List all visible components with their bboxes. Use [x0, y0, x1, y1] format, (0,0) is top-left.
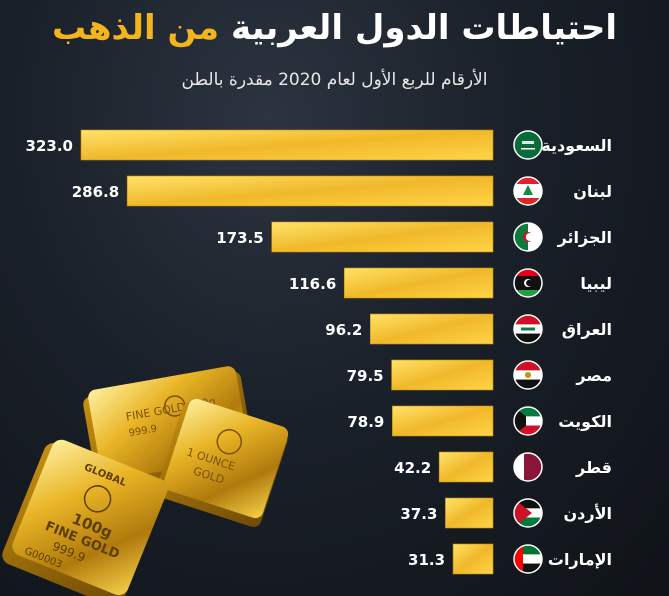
country-label: ليبيا — [580, 274, 612, 293]
bar — [271, 221, 494, 253]
bar — [391, 359, 494, 391]
value-label: 96.2 — [325, 321, 362, 339]
bar-row: 42.2 قطر — [394, 451, 612, 483]
chart-subtitle: الأرقام للربع الأول لعام 2020 مقدرة بالط… — [181, 70, 488, 90]
bar — [445, 497, 494, 529]
egypt-flag-icon — [513, 360, 543, 390]
lebanon-flag-icon — [513, 176, 543, 206]
country-label: الأردن — [564, 504, 612, 523]
qatar-flag-icon — [513, 452, 543, 482]
bar — [126, 175, 494, 207]
chart-title: احتياطات الدول العربية من الذهب — [0, 8, 669, 48]
bar-row: 96.2 العراق — [325, 313, 612, 345]
bar — [369, 313, 494, 345]
bar-row: 31.3 الإمارات — [408, 543, 612, 575]
country-label: الكويت — [558, 412, 612, 431]
iraq-flag-icon — [513, 314, 543, 344]
country-label: قطر — [575, 458, 612, 477]
bar — [343, 267, 494, 299]
bar-row: 116.6 ليبيا — [289, 267, 612, 299]
saudi-flag-icon — [513, 130, 543, 160]
country-label: الإمارات — [548, 550, 612, 569]
bar-row: 79.5 مصر — [347, 359, 612, 391]
country-label: لبنان — [573, 182, 612, 201]
bar — [438, 451, 494, 483]
gold-bar-back-left-text-3: 999.9 — [128, 424, 158, 440]
bar-row: 286.8 لبنان — [72, 175, 612, 207]
country-label: العراق — [562, 320, 612, 339]
value-label: 31.3 — [408, 551, 445, 569]
value-label: 42.2 — [394, 459, 431, 477]
jordan-flag-icon — [513, 498, 543, 528]
chart-title-part2: من الذهب — [51, 8, 220, 48]
value-label: 37.3 — [400, 505, 437, 523]
gold-bar-back-right: 1 OUNCE GOLD — [156, 398, 289, 528]
bar-row: 78.9 الكويت — [347, 405, 612, 437]
value-label: 116.6 — [289, 275, 336, 293]
value-label: 79.5 — [347, 367, 384, 385]
value-label: 173.5 — [216, 229, 263, 247]
bar-row: 173.5 الجزائر — [216, 221, 612, 253]
libya-flag-icon — [513, 268, 543, 298]
algeria-flag-icon — [513, 222, 543, 252]
bar-row: 37.3 الأردن — [400, 497, 612, 529]
bar — [392, 405, 494, 437]
value-label: 286.8 — [72, 183, 119, 201]
kuwait-flag-icon — [513, 406, 543, 436]
uae-flag-icon — [513, 544, 543, 574]
value-label: 323.0 — [26, 137, 73, 155]
gold-bar-front: GLOBAL 100g FINE GOLD 999.9 G00003 — [2, 439, 168, 596]
bar — [80, 129, 494, 161]
value-label: 78.9 — [347, 413, 384, 431]
country-label: مصر — [575, 366, 612, 385]
bar — [452, 543, 494, 575]
country-label: الجزائر — [557, 228, 612, 247]
country-label: السعودية — [541, 136, 612, 155]
chart-title-part1: احتياطات الدول العربية — [230, 8, 617, 48]
bar-row: 323.0 السعودية — [26, 129, 612, 161]
